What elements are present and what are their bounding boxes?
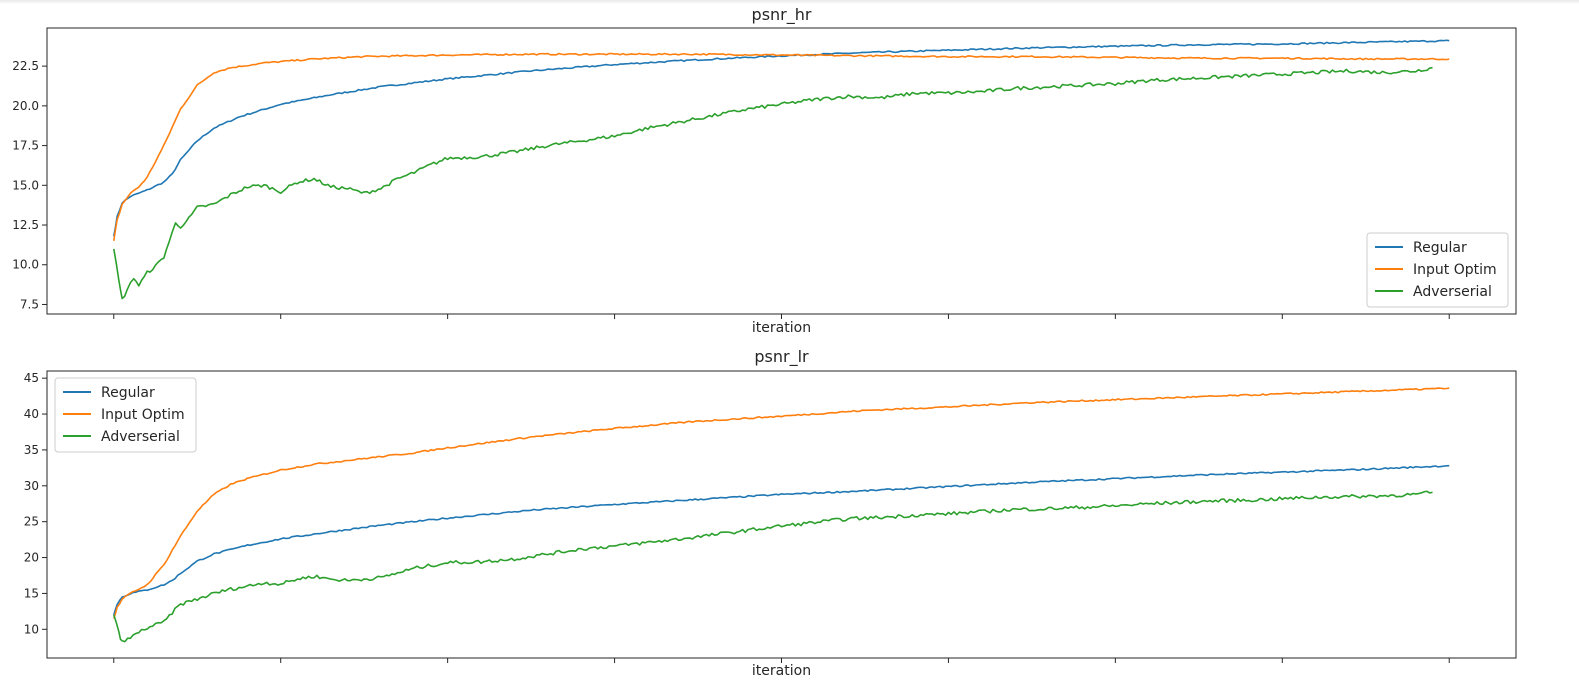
axis-ticks: 7.5 10.0 12.5 15.0 17.5 20.0 22.5 (12, 59, 1450, 319)
y-tick-label: 40 (24, 407, 39, 421)
y-tick-label: 15 (24, 586, 39, 600)
chart-title: psnr_lr (754, 347, 809, 367)
y-tick-label: 35 (24, 443, 39, 457)
chart-title: psnr_hr (752, 5, 812, 25)
legend-box (54, 377, 197, 453)
legend-label: Adverserial (1413, 284, 1492, 300)
series-line-adverserial (113, 490, 1433, 643)
series-line-regular (112, 39, 1450, 237)
window-top-edge (0, 0, 1579, 4)
y-tick-label: 7.5 (20, 297, 39, 311)
y-tick-label: 12.5 (12, 218, 39, 232)
legend-label: Input Optim (1413, 262, 1497, 278)
subplot-psnr-hr: psnr_hr 7.5 10.0 12.5 15.0 17.5 20.0 22.5 iter… (12, 5, 1517, 336)
y-tick-label: 15.0 (12, 178, 39, 192)
legend: Regular Input Optim Adverserial (1366, 232, 1509, 308)
series-line-input-optim (112, 52, 1450, 242)
legend-label: Input Optim (101, 407, 185, 423)
subplot-psnr-lr: psnr_lr 10 15 20 25 30 35 40 45 iteration Regul… (24, 347, 1517, 679)
y-tick-label: 10 (24, 622, 39, 636)
y-tick-label: 22.5 (12, 59, 39, 73)
y-tick-label: 20 (24, 551, 39, 565)
axis-ticks: 10 15 20 25 30 35 40 45 (24, 371, 1450, 663)
x-axis-label: iteration (752, 320, 811, 336)
series-line-adverserial (112, 66, 1433, 300)
axes-frame (46, 370, 1517, 659)
plot-area (112, 39, 1450, 300)
legend-label: Regular (101, 385, 155, 401)
y-tick-label: 17.5 (12, 139, 39, 153)
legend-label: Regular (1413, 240, 1467, 256)
series-line-input-optim (113, 387, 1450, 619)
legend-box (1366, 232, 1509, 308)
y-tick-label: 45 (24, 371, 39, 385)
axes-frame (46, 27, 1517, 315)
y-tick-label: 25 (24, 515, 39, 529)
x-axis-label: iteration (752, 663, 811, 679)
series-line-regular (113, 464, 1450, 616)
legend-label: Adverserial (101, 429, 180, 445)
plot-area (113, 387, 1450, 643)
y-tick-label: 10.0 (12, 258, 39, 272)
y-tick-label: 30 (24, 479, 39, 493)
legend: Regular Input Optim Adverserial (54, 377, 197, 453)
y-tick-label: 20.0 (12, 99, 39, 113)
